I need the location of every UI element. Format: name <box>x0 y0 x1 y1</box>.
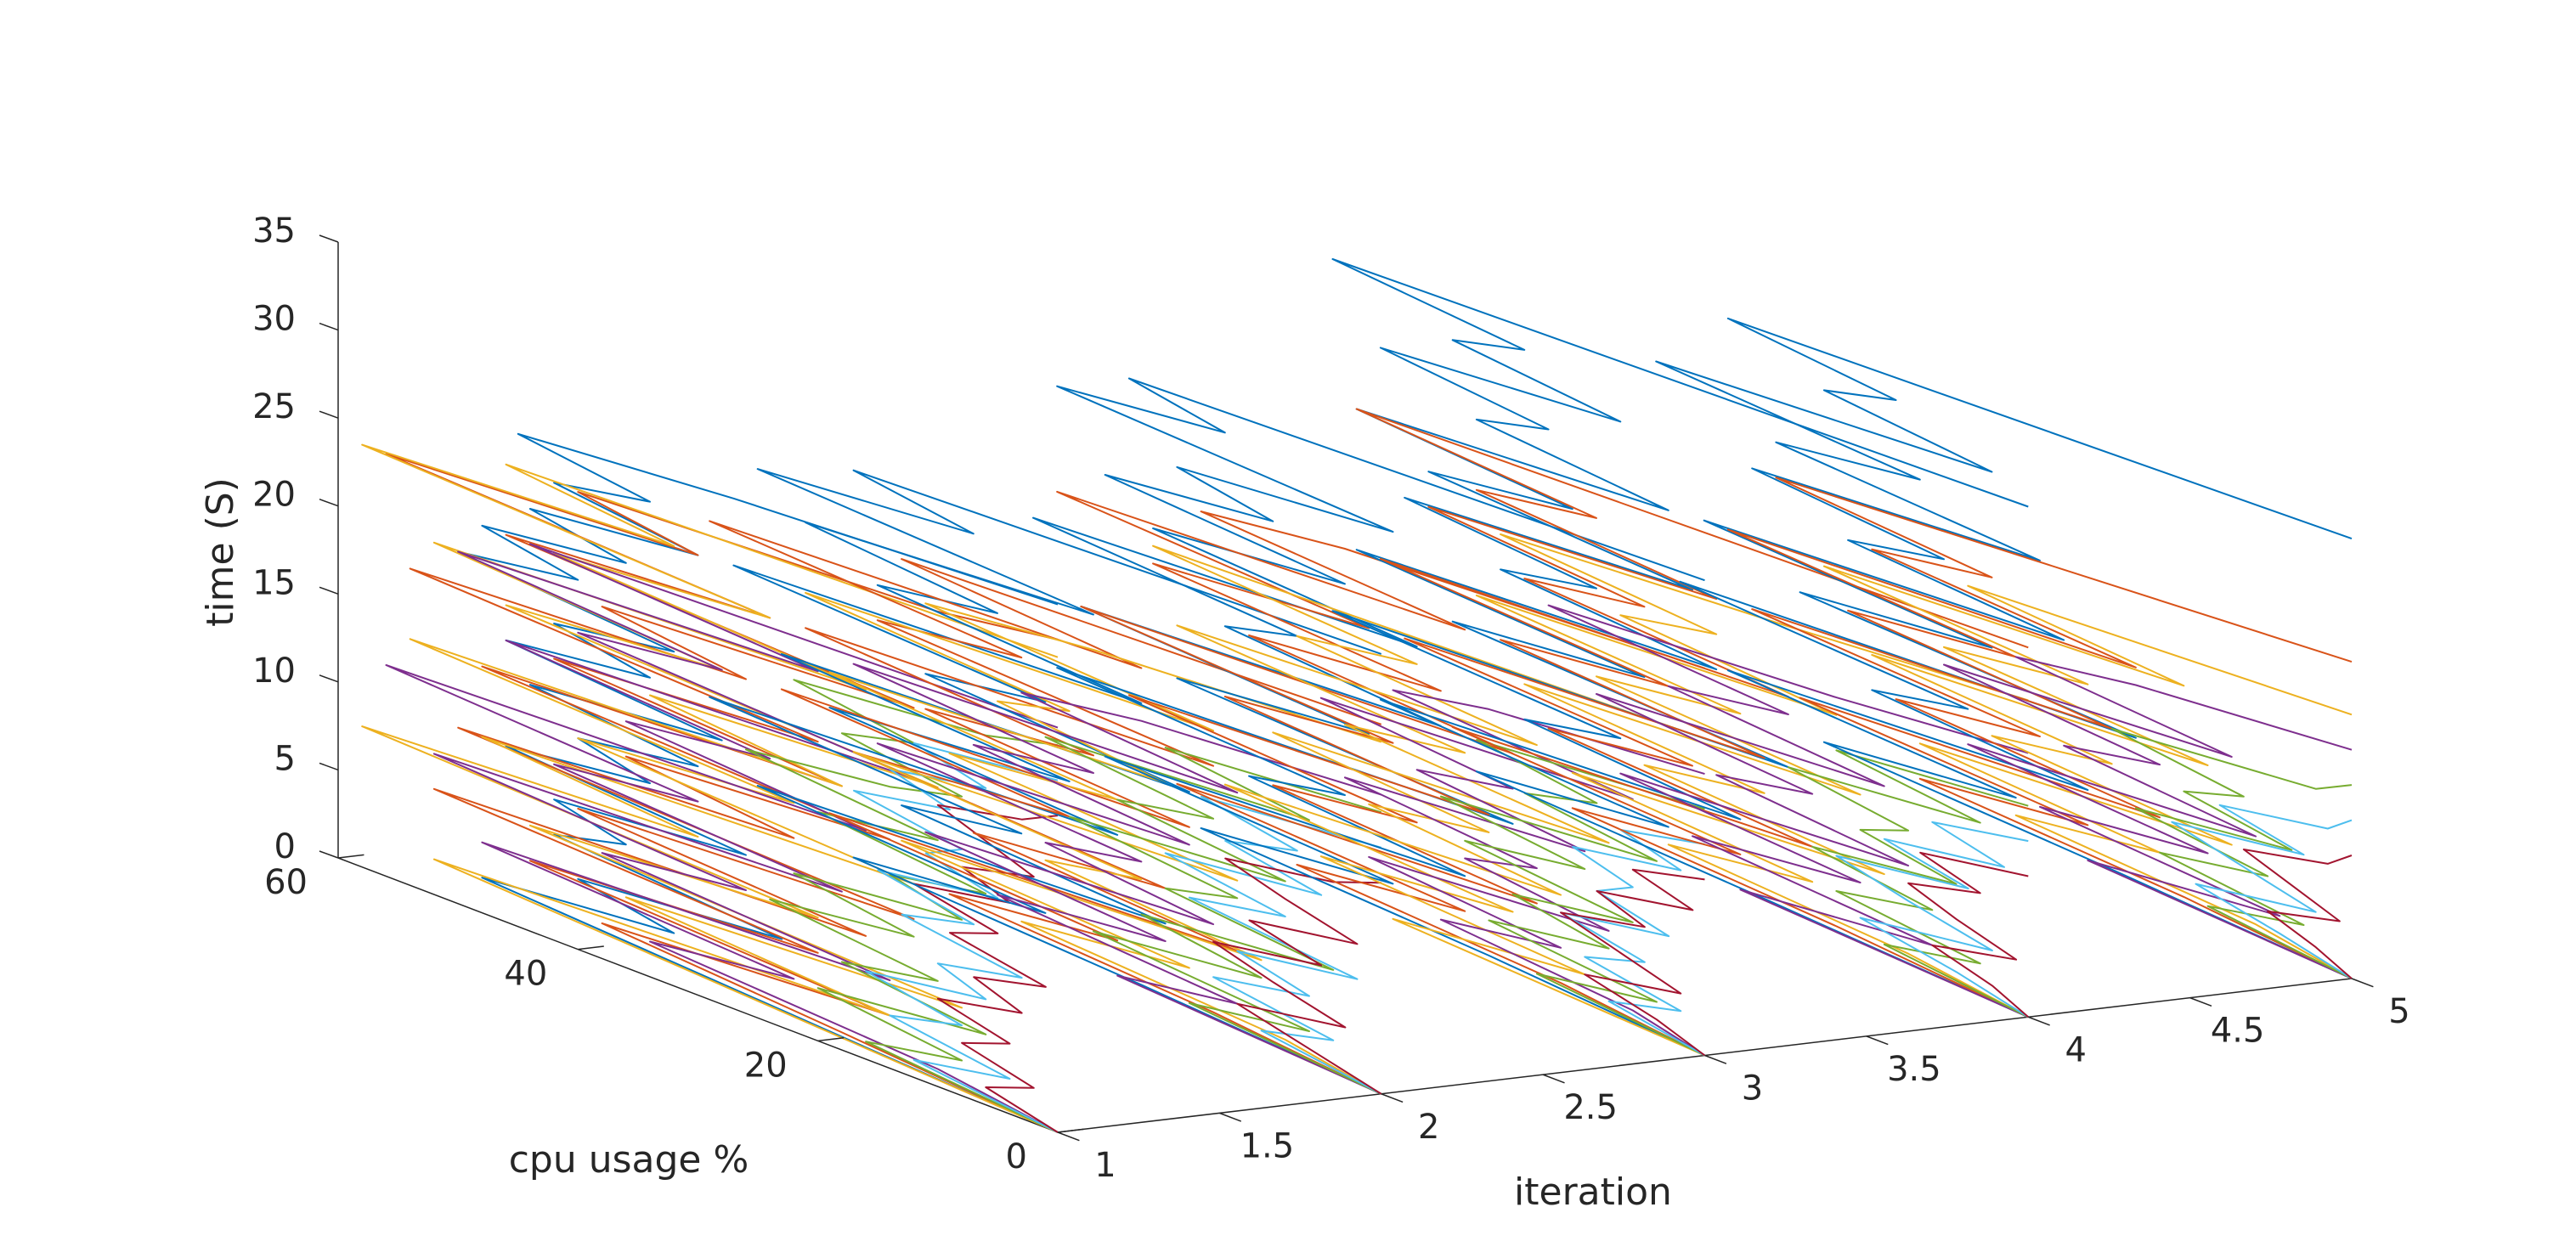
series-line <box>1044 736 1382 1095</box>
series-line <box>1355 408 2029 1018</box>
x-tick-label: 3.5 <box>1887 1050 1941 1089</box>
z-tick-mark <box>319 762 339 771</box>
series-line <box>1822 565 2353 979</box>
x-tick-label: 4 <box>2065 1030 2087 1069</box>
series-line <box>1907 851 2029 1018</box>
series-line <box>1560 868 1706 1057</box>
x-tick-label: 2 <box>1418 1108 1439 1147</box>
x-tick-mark <box>1057 1131 1080 1142</box>
z-tick-mark <box>319 586 339 595</box>
x-axis-label: iteration <box>1514 1171 1672 1214</box>
series-line <box>2242 849 2353 979</box>
z-tick-label: 30 <box>252 300 296 339</box>
x-tick-mark <box>1866 1035 1889 1046</box>
x-tick-label: 1.5 <box>1240 1126 1295 1165</box>
z-tick-label: 20 <box>252 476 296 515</box>
series-line <box>1547 604 2029 1018</box>
x-tick-mark <box>1381 1093 1404 1103</box>
z-tick-mark <box>319 850 339 859</box>
z-tick-mark <box>319 322 339 331</box>
series-line <box>2171 804 2353 979</box>
x-tick-mark <box>1542 1074 1565 1084</box>
series-line <box>709 520 1382 1095</box>
x-tick-mark <box>1704 1054 1727 1064</box>
x-tick-label: 1 <box>1094 1146 1116 1185</box>
y-tick-mark <box>337 854 364 859</box>
x-tick-mark <box>2351 978 2374 988</box>
z-tick-mark <box>319 674 339 683</box>
z-tick-mark <box>319 499 339 507</box>
z-tick-label: 10 <box>252 652 296 691</box>
y-axis-ticks: 0 20 40 60 <box>264 854 1084 1176</box>
series-line <box>745 679 1059 1133</box>
z-tick-label: 35 <box>252 212 296 251</box>
x-tick-mark <box>1219 1112 1242 1122</box>
series-line <box>805 591 1382 1095</box>
y-axis-label: cpu usage % <box>509 1138 749 1182</box>
x-tick-label: 4.5 <box>2211 1012 2265 1051</box>
series-line <box>361 443 1059 1133</box>
z-tick-label: 15 <box>252 563 296 602</box>
x-tick-label: 3 <box>1742 1069 1763 1109</box>
series-line <box>1835 821 2029 1018</box>
series-line <box>1056 490 1705 1057</box>
series-line <box>1787 749 2029 1018</box>
z-tick-label: 5 <box>274 739 296 778</box>
x-tick-mark <box>2189 996 2212 1007</box>
axes-lines <box>337 242 2353 1133</box>
y-tick-label: 60 <box>264 863 308 902</box>
x-tick-mark <box>2027 1016 2050 1026</box>
x-tick-label: 2.5 <box>1563 1088 1618 1127</box>
series-line <box>1331 258 2029 1018</box>
series-line <box>1560 829 1705 1057</box>
series-line <box>1164 795 1382 1095</box>
y-tick-mark <box>817 1036 845 1042</box>
y-tick-mark <box>578 945 604 951</box>
series-line <box>385 543 1059 1133</box>
y-axis-line <box>337 857 1059 1133</box>
series-line <box>1475 533 2029 1018</box>
series-line <box>1655 317 2353 979</box>
z-tick-label: 25 <box>252 387 296 426</box>
series-line <box>852 663 1382 1095</box>
series-line <box>912 804 1059 1133</box>
x-tick-label: 5 <box>2388 992 2409 1031</box>
y-tick-mark <box>1057 1128 1084 1133</box>
series-line <box>853 742 1059 1133</box>
y-tick-label: 40 <box>504 955 547 994</box>
x-axis-ticks: 1 1.5 2 2.5 3 3.5 4 4.5 5 <box>1057 978 2410 1185</box>
z-tick-label: 0 <box>274 827 296 866</box>
series-line <box>1152 544 1705 1057</box>
z-tick-mark <box>319 410 339 419</box>
y-tick-label: 20 <box>744 1046 788 1085</box>
z-tick-mark <box>319 234 339 243</box>
series-line <box>1726 477 2353 979</box>
series-line <box>1212 857 1382 1095</box>
series-line <box>2110 727 2353 979</box>
z-axis-ticks: 0 5 10 15 20 25 30 35 <box>252 212 339 866</box>
y-tick-label: 0 <box>1006 1137 1027 1176</box>
series-line <box>1032 377 1705 1057</box>
z-axis-label: time (S) <box>199 477 242 627</box>
series-line <box>1943 656 2353 979</box>
series-group <box>361 258 2353 1133</box>
